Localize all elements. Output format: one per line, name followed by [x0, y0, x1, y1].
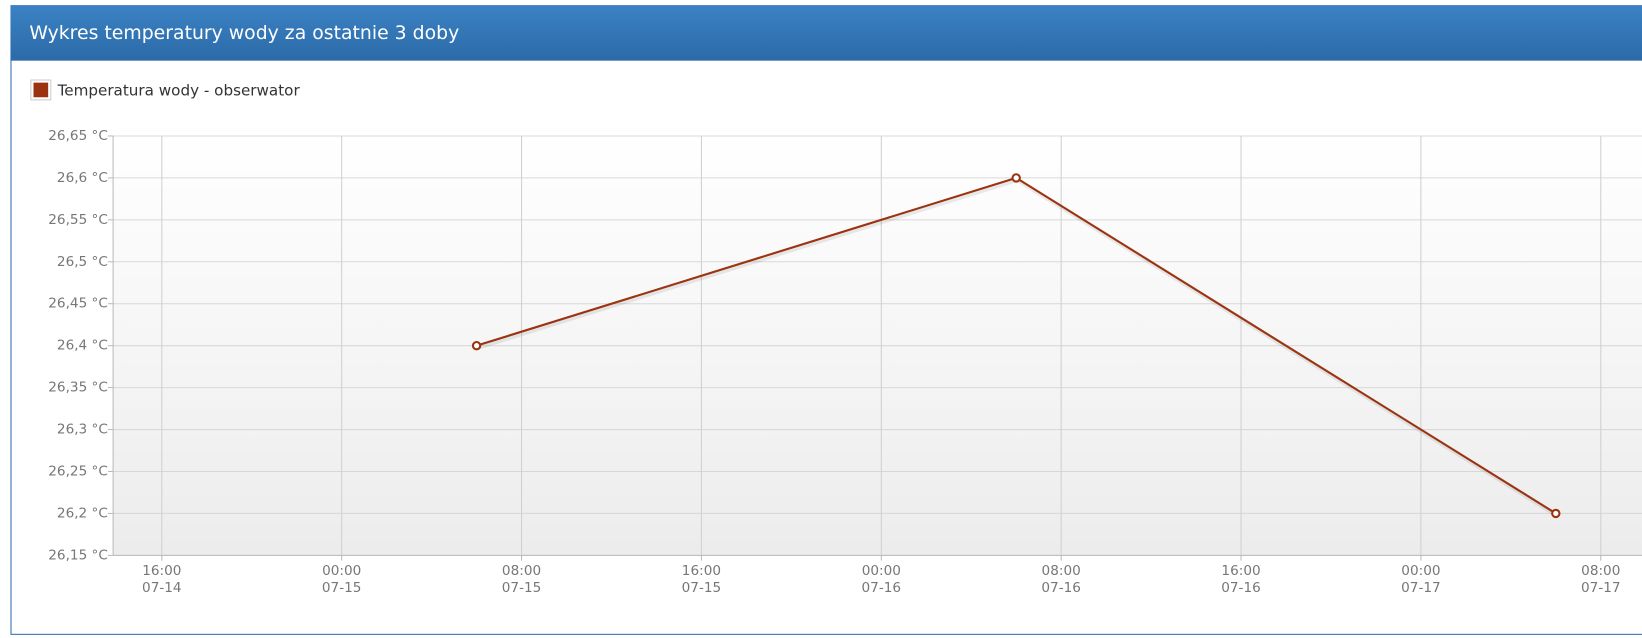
x-tick-label: 16:00 — [142, 563, 181, 579]
x-tick-label: 07-15 — [502, 580, 542, 596]
y-tick-label: 26,65 °C — [48, 128, 108, 144]
x-tick-label: 07-17 — [1401, 580, 1441, 596]
y-tick-label: 26,2 °C — [57, 505, 108, 521]
x-tick-label: 07-17 — [1581, 580, 1621, 596]
y-tick-label: 26,35 °C — [48, 380, 108, 396]
plot-layer: 26,15 °C 26,2 °C 26,25 °C 26,3 °C 26,35 °C 26… — [48, 128, 1642, 596]
data-point — [1551, 508, 1561, 519]
data-point — [1011, 173, 1021, 183]
x-tick-label: 16:00 — [1221, 563, 1260, 579]
x-tick-label: 07-16 — [862, 580, 902, 596]
y-tick-label: 26,6 °C — [57, 170, 108, 186]
panel-header — [10, 5, 1642, 61]
x-tick-label: 07-15 — [322, 580, 362, 596]
y-tick-label: 26,45 °C — [48, 296, 108, 312]
x-tick-label: 08:00 — [502, 563, 541, 579]
x-tick-label: 07-15 — [682, 580, 722, 596]
legend-label: Temperatura wody - obserwator — [57, 81, 301, 99]
y-tick-label: 26,15 °C — [48, 547, 108, 563]
y-tick-label: 26,4 °C — [57, 338, 108, 354]
x-tick-label: 08:00 — [1581, 563, 1620, 579]
y-tick-label: 26,5 °C — [57, 254, 108, 270]
x-tick-label: 07-16 — [1041, 580, 1081, 596]
x-tick-label: 00:00 — [322, 563, 361, 579]
x-tick-label: 07-16 — [1221, 580, 1261, 596]
x-tick-label: 08:00 — [1042, 563, 1081, 579]
y-tick-label: 26,3 °C — [57, 422, 108, 438]
data-point — [471, 340, 482, 351]
x-tick-label: 07-14 — [142, 580, 182, 596]
x-tick-label: 16:00 — [682, 563, 721, 579]
x-tick-label: 00:00 — [1401, 563, 1440, 579]
panel-title: Wykres temperatury wody za ostatnie 3 do… — [29, 23, 459, 44]
legend-swatch — [33, 82, 49, 98]
y-tick-label: 26,55 °C — [48, 212, 108, 228]
x-tick-label: 00:00 — [862, 563, 901, 579]
y-tick-label: 26,25 °C — [48, 463, 108, 479]
